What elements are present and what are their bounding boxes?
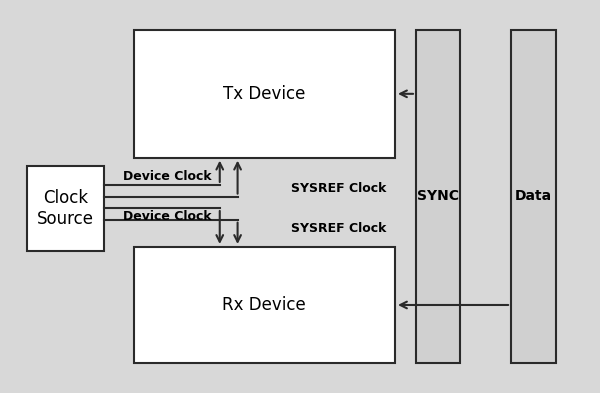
- Text: Clock
Source: Clock Source: [37, 189, 94, 228]
- Text: Device Clock: Device Clock: [124, 210, 212, 223]
- Bar: [511, 30, 556, 363]
- Text: Tx Device: Tx Device: [223, 85, 305, 103]
- Bar: [134, 247, 395, 363]
- Bar: [134, 30, 395, 158]
- Bar: [26, 165, 104, 251]
- Bar: [416, 30, 460, 363]
- Text: Device Clock: Device Clock: [124, 170, 212, 183]
- Text: Data: Data: [515, 189, 552, 204]
- Text: SYNC: SYNC: [417, 189, 459, 204]
- Text: SYSREF Clock: SYSREF Clock: [291, 182, 386, 195]
- Text: Rx Device: Rx Device: [223, 296, 306, 314]
- Text: SYSREF Clock: SYSREF Clock: [291, 222, 386, 235]
